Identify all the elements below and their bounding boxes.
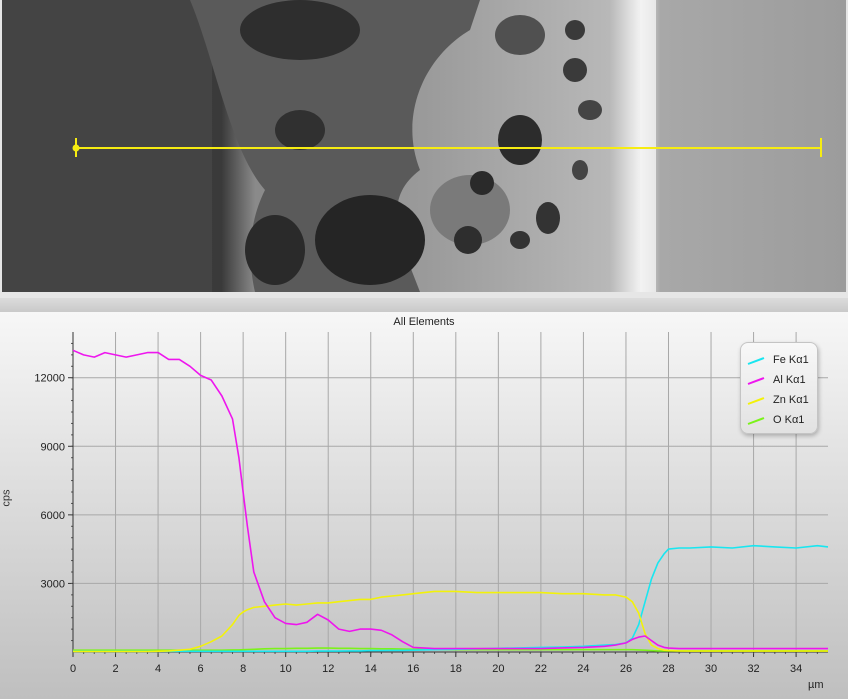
x-tick-label: 22 <box>535 663 547 675</box>
series-line-zn <box>73 590 828 653</box>
series-line-fe <box>73 544 829 653</box>
x-axis-label: µm <box>808 679 824 691</box>
x-tick-label: 24 <box>577 663 589 675</box>
x-tick-label: 6 <box>198 663 204 675</box>
legend-label-o: O Kα1 <box>773 414 805 426</box>
x-tick-label: 10 <box>280 663 292 675</box>
x-tick-label: 16 <box>407 663 419 675</box>
x-tick-label: 32 <box>747 663 759 675</box>
scan-line-start-point[interactable] <box>72 144 80 152</box>
x-tick-label: 26 <box>620 663 632 675</box>
x-tick-label: 0 <box>70 663 76 675</box>
legend-item-al[interactable]: Al Kα1 <box>747 373 817 389</box>
legend-swatch-al <box>747 377 765 385</box>
x-tick-label: 30 <box>705 663 717 675</box>
line-scan-chart: 0 2 4 6 8 10 12 14 16 18 20 22 24 26 28 30 32 34 3000 6000 9… <box>0 312 848 699</box>
legend-label-zn: Zn Kα1 <box>773 394 809 406</box>
legend-item-fe[interactable]: Fe Kα1 <box>747 353 817 369</box>
chart-title: All Elements <box>393 316 455 328</box>
legend-swatch-o <box>747 417 765 425</box>
legend-item-zn[interactable]: Zn Kα1 <box>747 393 817 409</box>
y-axis-label: cps <box>0 489 13 507</box>
x-tick-label: 18 <box>450 663 462 675</box>
sem-image-panel <box>0 0 848 298</box>
x-tick-label: 34 <box>790 663 802 675</box>
x-tick-label: 14 <box>365 663 377 675</box>
x-tick-label: 2 <box>112 663 118 675</box>
y-tick-label: 9000 <box>41 441 65 453</box>
x-tick-label: 12 <box>322 663 334 675</box>
legend-label-fe: Fe Kα1 <box>773 354 809 366</box>
panel-splitter[interactable] <box>0 298 848 312</box>
series-line-al <box>72 349 828 650</box>
x-tick-label: 4 <box>155 663 161 675</box>
legend-swatch-fe <box>747 357 765 365</box>
legend-label-al: Al Kα1 <box>773 374 806 386</box>
x-tick-label: 20 <box>492 663 504 675</box>
y-tick-label: 3000 <box>41 578 65 590</box>
sem-micrograph <box>2 0 846 292</box>
y-tick-label: 6000 <box>41 510 65 522</box>
legend-item-o[interactable]: O Kα1 <box>747 413 817 429</box>
chart-legend: Fe Kα1 Al Kα1 Zn Kα1 O Kα1 <box>740 342 818 434</box>
legend-swatch-zn <box>747 397 765 405</box>
chart-canvas: 0 2 4 6 8 10 12 14 16 18 20 22 24 26 28 30 32 34300060009… <box>0 312 848 699</box>
x-tick-label: 8 <box>240 663 246 675</box>
y-tick-label: 12000 <box>34 373 65 385</box>
x-tick-label: 28 <box>662 663 674 675</box>
